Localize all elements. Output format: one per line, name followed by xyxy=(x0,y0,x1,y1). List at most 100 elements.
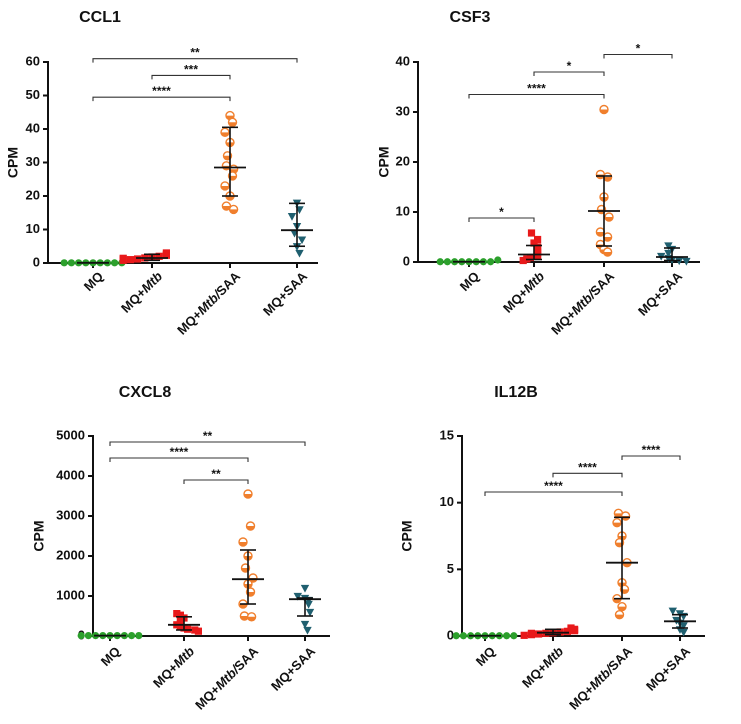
data-point xyxy=(297,236,307,245)
data-point xyxy=(173,610,181,618)
series-mq-mtb xyxy=(168,610,202,635)
y-tick-label: 60 xyxy=(26,53,40,68)
significance-label: **** xyxy=(527,82,546,96)
data-point xyxy=(300,620,310,629)
data-point xyxy=(487,258,495,266)
data-point xyxy=(135,632,143,640)
data-point xyxy=(128,632,136,640)
x-category-label: MQ+Mtb xyxy=(500,268,547,315)
chart-title: CSF3 xyxy=(450,9,491,26)
y-tick-label: 0 xyxy=(447,627,454,642)
y-tick-label: 0 xyxy=(33,254,40,269)
significance-bracket: ** xyxy=(109,429,306,446)
significance-bracket: * xyxy=(533,59,605,76)
data-point xyxy=(510,632,518,640)
series-mq-mtb xyxy=(518,229,550,265)
y-tick-label: 10 xyxy=(26,221,40,236)
significance-bracket: ** xyxy=(92,46,298,63)
significance-bracket: **** xyxy=(552,460,623,478)
y-axis-label: CPM xyxy=(5,147,21,178)
data-point xyxy=(228,204,239,215)
significance-label: **** xyxy=(642,443,661,457)
data-point xyxy=(119,255,127,263)
data-point xyxy=(287,213,297,221)
data-point xyxy=(452,632,460,640)
significance-bracket: **** xyxy=(468,82,605,99)
x-category-label: MQ+Mtb/SAA xyxy=(566,643,636,713)
y-tick-label: 50 xyxy=(26,87,40,102)
series-mq-saa xyxy=(664,607,696,637)
data-point xyxy=(293,592,302,601)
data-point xyxy=(526,253,534,262)
series-mq xyxy=(77,632,143,640)
significance-bracket: **** xyxy=(484,479,623,496)
x-category-label: MQ+Mtb xyxy=(519,643,566,690)
data-point xyxy=(614,609,625,620)
data-point xyxy=(682,257,691,266)
y-tick-label: 1000 xyxy=(56,587,85,602)
data-point xyxy=(617,601,627,612)
data-point xyxy=(612,517,622,528)
data-point xyxy=(220,181,230,191)
x-category-label: MQ+SAA xyxy=(268,643,319,694)
data-point xyxy=(300,584,310,593)
significance-bracket: * xyxy=(468,205,535,222)
data-point xyxy=(519,256,527,265)
y-tick-label: 10 xyxy=(396,203,410,218)
data-point xyxy=(305,608,315,617)
data-point xyxy=(534,235,542,244)
data-point xyxy=(668,607,677,616)
data-point xyxy=(494,256,502,264)
data-point xyxy=(194,627,202,635)
y-axis-label: CPM xyxy=(31,520,47,551)
significance-label: **** xyxy=(170,445,189,459)
y-tick-label: 20 xyxy=(26,187,40,202)
data-point xyxy=(134,255,142,263)
x-category-label: MQ+Mtb/SAA xyxy=(192,643,262,713)
series-mq xyxy=(436,256,502,266)
series-mq xyxy=(60,259,126,267)
data-point xyxy=(664,249,673,258)
data-point xyxy=(527,229,536,237)
data-point xyxy=(535,630,543,638)
series-mq-mtb xyxy=(119,249,170,264)
significance-label: * xyxy=(636,42,641,56)
chart-title: CXCL8 xyxy=(119,384,172,401)
data-point xyxy=(184,625,192,633)
significance-label: ** xyxy=(203,429,213,443)
series-mq-mtb-saa xyxy=(214,110,246,215)
series-mq xyxy=(452,632,518,640)
y-tick-label: 15 xyxy=(440,427,454,442)
data-point xyxy=(679,622,688,630)
x-category-label: MQ+Mtb/SAA xyxy=(174,268,244,338)
data-point xyxy=(77,632,85,640)
significance-bracket: * xyxy=(603,42,673,59)
y-tick-label: 0 xyxy=(403,253,410,268)
x-category-label: MQ xyxy=(97,643,122,668)
series-mq-saa xyxy=(656,242,691,266)
chart-title: IL12B xyxy=(494,384,538,401)
chart-title: CCL1 xyxy=(79,9,121,26)
data-point xyxy=(520,631,528,639)
significance-label: * xyxy=(567,59,572,73)
significance-label: *** xyxy=(184,62,198,76)
data-point xyxy=(679,628,688,637)
y-tick-label: 30 xyxy=(396,103,410,118)
x-category-label: MQ xyxy=(456,268,481,293)
data-point xyxy=(459,632,467,640)
x-category-label: MQ xyxy=(80,268,105,293)
significance-bracket: **** xyxy=(621,443,681,460)
significance-bracket: **** xyxy=(92,84,231,102)
data-point xyxy=(227,117,238,128)
data-point xyxy=(599,104,609,115)
x-category-label: MQ+Mtb xyxy=(150,643,197,690)
data-point xyxy=(604,212,614,222)
y-tick-label: 40 xyxy=(26,120,40,135)
data-point xyxy=(567,624,575,632)
data-point xyxy=(436,258,444,266)
y-tick-label: 2000 xyxy=(56,547,85,562)
data-point xyxy=(602,247,613,257)
